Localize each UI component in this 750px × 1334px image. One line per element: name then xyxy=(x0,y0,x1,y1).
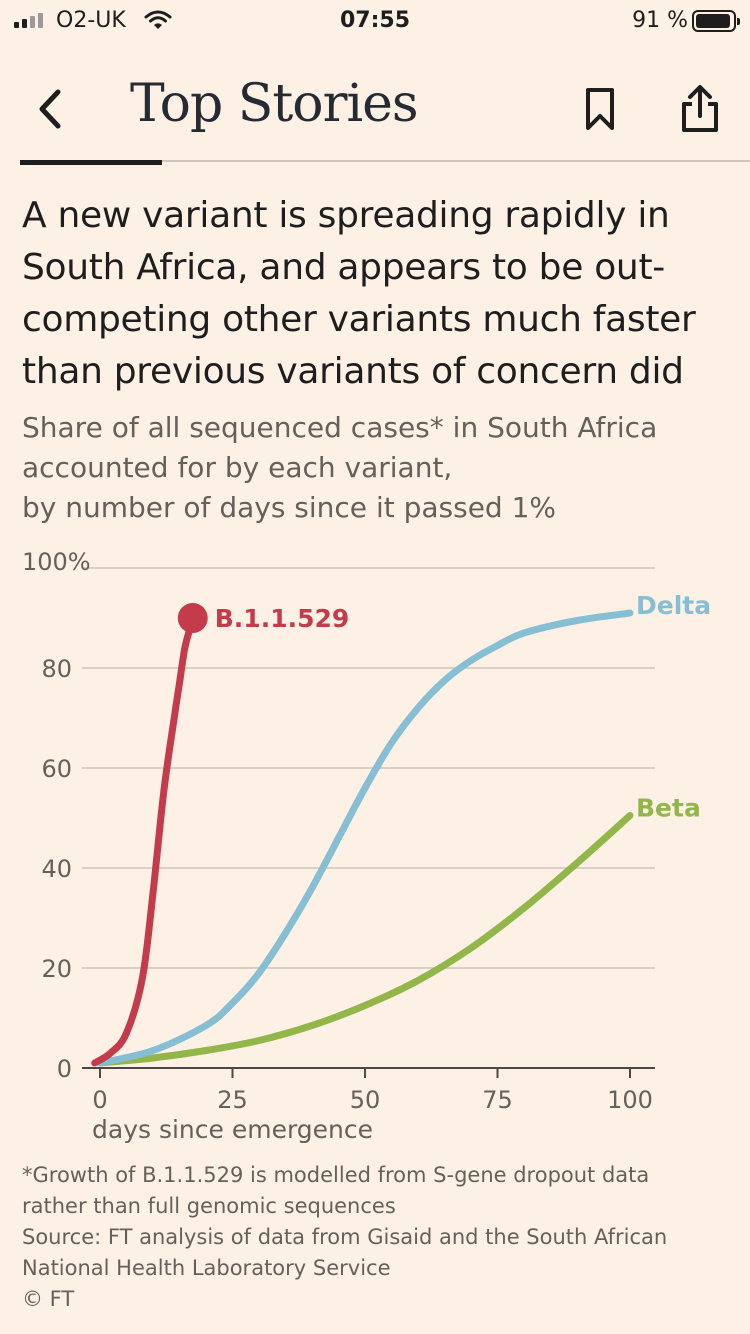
chart-title: A new variant is spreading rapidly in So… xyxy=(22,195,696,392)
y-tick-label: 60 xyxy=(41,755,72,783)
chart-subtitle-line: by number of days since it passed 1% xyxy=(22,491,557,524)
signal-bars-icon xyxy=(14,12,50,28)
chart-series: Beta Delta B.1.1.529 xyxy=(91,591,711,1067)
footnote-source: National Health Laboratory Service xyxy=(22,1256,391,1280)
x-tick-label: 25 xyxy=(217,1086,248,1114)
nav-header: Top Stories xyxy=(0,60,750,160)
series-line-b-1-1-529 xyxy=(91,614,197,1067)
series-label-beta: Beta xyxy=(636,794,701,823)
clock-time: 07:55 xyxy=(339,8,411,33)
chart-subtitle-line: Share of all sequenced cases* in South A… xyxy=(22,411,658,444)
header-divider-accent xyxy=(20,160,162,165)
y-tick-label: 40 xyxy=(41,855,72,883)
y-tick-label: 80 xyxy=(41,655,72,683)
series-line-beta xyxy=(96,812,634,1067)
series-line-delta xyxy=(96,609,634,1067)
bookmark-icon xyxy=(586,88,614,130)
share-button[interactable] xyxy=(676,82,724,136)
footnote-source: Source: FT analysis of data from Gisaid … xyxy=(22,1225,668,1249)
carrier-name: O2-UK xyxy=(56,8,126,33)
y-tick-label: 100% xyxy=(22,548,91,576)
series-end-marker-b-1-1-529 xyxy=(177,603,208,633)
y-tick-label: 0 xyxy=(57,1055,72,1083)
chart-grid xyxy=(82,567,655,969)
page-title: Top Stories xyxy=(130,74,419,134)
x-axis-label: days since emergence xyxy=(92,1115,373,1144)
x-tick-label: 100 xyxy=(607,1086,653,1114)
x-tick-label: 75 xyxy=(482,1086,513,1114)
header-divider xyxy=(20,160,750,162)
chart-subtitle-line: accounted for by each variant, xyxy=(22,451,453,484)
footnote-line: *Growth of B.1.1.529 is modelled from S-… xyxy=(22,1163,650,1187)
chart-axes: 0 20 40 60 80 100% 0 25 50 75 100 xyxy=(22,548,655,1114)
footnote-line: rather than full genomic sequences xyxy=(22,1194,396,1218)
battery-percent: 91 % xyxy=(632,8,688,33)
series-label-delta: Delta xyxy=(636,591,711,620)
x-tick-label: 50 xyxy=(350,1086,381,1114)
status-bar: O2-UK 07:55 91 % xyxy=(0,0,750,44)
x-tick-label: 0 xyxy=(92,1086,107,1114)
wifi-icon xyxy=(144,10,172,29)
line-chart: 0 20 40 60 80 100% 0 25 50 75 100 Beta Delta B.1.1.5… xyxy=(22,548,711,1144)
footnote-copyright: © FT xyxy=(22,1287,75,1311)
chevron-left-icon xyxy=(39,89,61,129)
y-tick-label: 20 xyxy=(41,955,72,983)
share-icon xyxy=(682,85,718,132)
chart-footnote: *Growth of B.1.1.529 is modelled from S-… xyxy=(22,1160,732,1315)
back-button[interactable] xyxy=(30,84,74,134)
battery-icon xyxy=(692,10,740,32)
chart-subtitle: Share of all sequenced cases* in South A… xyxy=(22,408,732,528)
series-label-b-1-1-529: B.1.1.529 xyxy=(215,604,350,633)
bookmark-button[interactable] xyxy=(580,84,620,134)
